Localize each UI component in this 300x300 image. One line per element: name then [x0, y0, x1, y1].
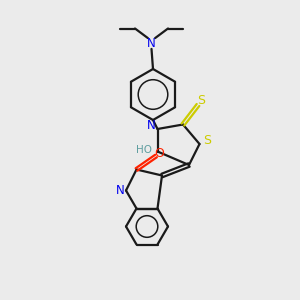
Text: N: N: [147, 119, 156, 132]
Text: N: N: [147, 37, 156, 50]
Text: O: O: [155, 146, 164, 160]
Text: N: N: [116, 184, 124, 197]
Text: HO: HO: [136, 145, 152, 155]
Text: S: S: [203, 134, 211, 148]
Text: S: S: [198, 94, 206, 107]
